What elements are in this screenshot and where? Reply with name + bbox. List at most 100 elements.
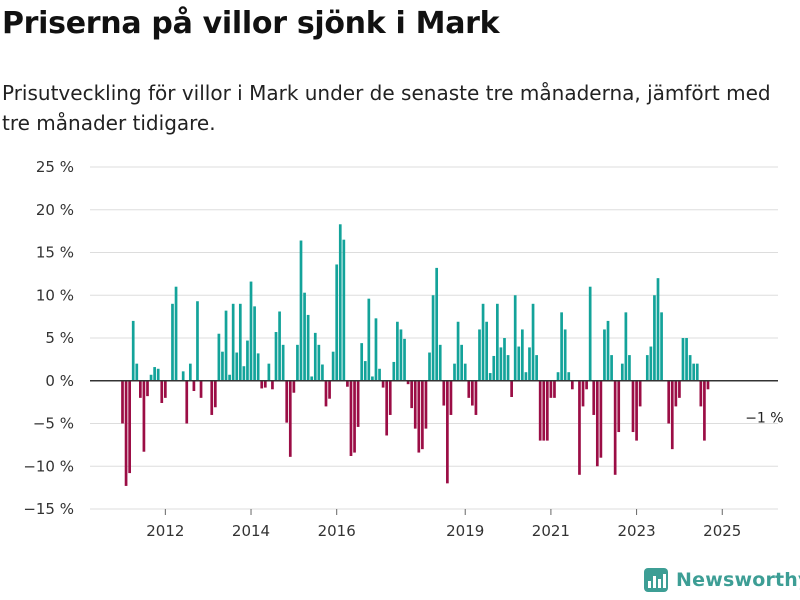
bar: [581, 380, 585, 407]
bar: [349, 380, 353, 456]
bar: [606, 320, 610, 381]
bar: [617, 380, 621, 433]
last-value-label: −1 %: [745, 410, 783, 426]
x-tick-label: 2025: [703, 522, 741, 540]
y-tick-label: 10 %: [36, 286, 74, 304]
y-tick-label: −5 %: [33, 415, 74, 433]
bar: [599, 380, 603, 458]
bar: [210, 380, 214, 415]
bar: [392, 361, 396, 381]
bar: [492, 355, 496, 381]
bar: [299, 240, 303, 381]
bar: [467, 380, 471, 398]
bar: [496, 303, 499, 381]
x-tick-label: 2019: [446, 522, 484, 540]
bar: [381, 380, 385, 388]
bar: [163, 380, 167, 398]
bar: [174, 286, 178, 381]
bar: [524, 372, 528, 381]
bar: [588, 286, 592, 381]
bar: [346, 380, 349, 387]
bar: [681, 338, 685, 381]
bar: [403, 338, 406, 381]
bar: [488, 373, 492, 381]
bar: [253, 306, 256, 381]
y-tick-label: 25 %: [36, 158, 74, 176]
bar: [435, 267, 439, 381]
y-tick-label: 5 %: [45, 329, 74, 347]
bar: [688, 355, 692, 381]
bar: [417, 380, 421, 453]
bar: [624, 312, 628, 381]
bar: [139, 380, 142, 398]
newsworthy-logo: Newsworthy: [644, 568, 800, 592]
bar: [670, 380, 674, 450]
bar: [335, 264, 339, 381]
bar: [185, 380, 189, 424]
bar: [506, 355, 510, 381]
bar: [313, 332, 317, 381]
bar: [296, 344, 299, 381]
bar: [399, 329, 403, 381]
y-tick-label: −15 %: [23, 500, 74, 518]
bar: [446, 380, 449, 484]
bar: [238, 303, 242, 381]
bar: [556, 372, 560, 381]
bar: [192, 380, 196, 392]
bar: [328, 380, 331, 399]
x-tick-label: 2014: [232, 522, 270, 540]
bar: [463, 363, 467, 381]
bar: [135, 363, 139, 381]
bar: [378, 368, 381, 381]
x-tick-label: 2021: [532, 522, 570, 540]
bar: [149, 374, 153, 381]
y-tick-label: 15 %: [36, 244, 74, 262]
bar: [142, 380, 146, 452]
bar: [631, 380, 635, 433]
bar: [285, 380, 289, 423]
bar: [628, 355, 631, 381]
bar: [706, 380, 710, 390]
bar: [306, 314, 310, 381]
bar: [356, 380, 360, 427]
bar: [603, 329, 606, 381]
bar: [171, 303, 174, 381]
bar: [303, 292, 306, 381]
bar: [242, 366, 246, 381]
bar: [703, 380, 706, 441]
bar: [124, 380, 128, 486]
bar: [317, 344, 321, 381]
bar: [667, 380, 671, 424]
bar: [542, 380, 546, 441]
y-tick-label: 20 %: [36, 201, 74, 219]
bar: [217, 333, 221, 381]
bar: [160, 380, 164, 403]
bar: [674, 380, 678, 407]
bar: [281, 344, 285, 381]
bar: [324, 380, 328, 407]
bar: [331, 351, 335, 381]
bar: [563, 329, 567, 381]
bar-chart-icon: [644, 568, 668, 592]
bar: [535, 355, 538, 381]
brand-name: Newsworthy: [676, 569, 800, 591]
bar: [413, 380, 417, 429]
x-tick-label: 2023: [617, 522, 655, 540]
bars: [121, 224, 710, 486]
bar: [474, 380, 478, 415]
bar: [274, 332, 278, 381]
bar: [481, 303, 485, 381]
bar: [449, 380, 453, 415]
bar: [271, 380, 274, 390]
bar: [249, 281, 253, 381]
bar: [513, 295, 517, 381]
chart-title: Priserna på villor sjönk i Mark: [2, 6, 500, 41]
bar: [553, 380, 556, 398]
x-tick-label: 2012: [146, 522, 184, 540]
bar: [213, 380, 217, 408]
bar: [146, 380, 149, 397]
bar: [428, 352, 431, 381]
bar: [374, 318, 378, 381]
bar: [424, 380, 428, 429]
bar: [610, 355, 613, 381]
